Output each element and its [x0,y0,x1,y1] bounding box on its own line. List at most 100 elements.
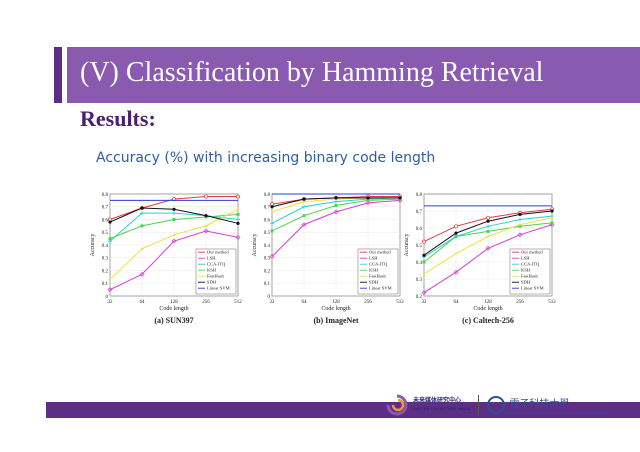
legend-label: FastHash [521,274,538,279]
data-point [140,211,144,216]
x-tick-label: 32 [422,300,428,305]
data-point [139,271,145,277]
university-name-en: University of Electronic Science and Tec… [505,410,607,415]
data-point [454,252,458,255]
university-seal-icon [487,396,506,414]
data-point [422,260,426,264]
data-point [421,290,427,296]
legend-label: Our method [369,250,391,255]
data-point [204,194,208,199]
y-tick-label: 0.8 [102,193,109,198]
legend-label: FastHash [207,274,224,279]
title-bar [67,47,640,103]
legend-box [509,248,551,295]
data-point [422,239,426,244]
logo-divider [478,395,480,415]
data-point [334,199,338,204]
x-tick-label: 64 [302,300,308,305]
y-tick-label: 0.5 [264,231,271,236]
y-tick-label: 0.4 [102,244,109,249]
data-point [270,205,274,209]
y-tick-label: 0.2 [102,269,109,274]
y-tick-label: 0.6 [416,227,423,232]
data-point [236,221,240,225]
data-point [236,194,240,199]
data-point [422,272,426,275]
y-tick-label: 0.5 [416,244,423,249]
y-axis-label: Accuracy [404,234,410,257]
x-tick-label: 64 [140,300,146,305]
chart-imagenet: 0 0.1 0.2 0.3 0.4 0.5 0.6 0.7 0.8 32 64 128 256 512 Co… [250,186,410,336]
data-point [270,221,274,226]
data-point [518,212,522,216]
legend-label: Our method [521,250,543,255]
data-point [366,196,370,200]
university-name-cn: 電子科技大學 [509,399,570,410]
y-axis-label: Accuracy [252,234,258,257]
y-tick-label: 0.6 [102,218,109,223]
chart-sun397-svg: 0 0.1 0.2 0.3 0.4 0.5 0.6 0.7 0.8 32 64 128 256 512 Co… [90,193,242,325]
data-point [140,206,144,210]
data-point [302,204,306,209]
x-tick-label: 128 [332,300,340,305]
y-tick-label: 0.8 [416,193,423,198]
footer-logos: 未来媒体研究中心 CENTER FOR FUTURE MEDIA 電子科技大學 … [384,392,606,418]
chart-caption: (a) SUN397 [154,316,193,325]
y-tick-label: 0.1 [264,282,271,287]
series-line-lsh [423,224,553,294]
data-point [518,224,522,228]
chart-imagenet-svg: 0 0.1 0.2 0.3 0.4 0.5 0.6 0.7 0.8 32 64 128 256 512 Co… [252,193,404,325]
legend-label: SDH [207,280,217,285]
data-point [454,224,458,229]
legend-box [357,248,399,295]
data-point [485,245,491,251]
future-media-logo-icon [386,394,408,416]
y-tick-label: 0.7 [264,206,271,211]
results-heading: Results: [80,106,156,131]
data-point [301,222,307,228]
chart-caption: (c) Caltech-256 [462,316,514,325]
x-tick-label: 64 [454,300,460,305]
data-point [302,197,306,201]
y-tick-label: 0.4 [264,244,271,249]
series-line-lsh [109,230,239,291]
x-tick-label: 32 [270,300,276,305]
legend-label: KSH [521,268,531,273]
lab-name-en: CENTER FOR FUTURE MEDIA [413,406,471,411]
data-point [486,229,490,233]
data-point [486,219,490,223]
y-tick-label: 0 [268,295,271,300]
chart-caltech256: 0.2 0.3 0.4 0.5 0.6 0.7 0.8 32 64 128 256 512 Code l… [402,186,562,336]
x-tick-label: 256 [364,300,372,305]
data-point [269,253,275,259]
chart-sun397: 0 0.1 0.2 0.3 0.4 0.5 0.6 0.7 0.8 32 64 128 256 512 Co… [88,186,248,336]
y-tick-label: 0.3 [264,257,271,262]
y-tick-label: 0.8 [264,193,271,198]
title-accent-bar [54,47,62,103]
y-axis-label: Accuracy [90,234,96,257]
chart-subtitle: Accuracy (%) with increasing binary code… [96,150,436,166]
x-tick-label: 512 [396,300,404,305]
data-point [486,235,490,238]
data-point [398,196,402,200]
data-point [517,232,523,238]
legend-label: Linear SVM [369,286,392,291]
legend-label: LSH [207,256,216,261]
x-axis-label: Code length [473,306,502,312]
data-point [365,200,371,206]
x-tick-label: 256 [202,300,210,305]
data-point [334,196,338,200]
data-point [236,212,240,216]
x-tick-label: 256 [516,300,524,305]
legend-label: SDH [521,280,531,285]
data-point [550,216,554,219]
data-point [236,208,240,211]
data-point [334,203,338,207]
data-point [302,214,306,218]
slide-title: (V) Classification by Hamming Retrieval [80,57,544,88]
data-point [454,235,458,238]
data-point [107,287,113,293]
data-point [108,278,112,281]
y-tick-label: 0.5 [102,231,109,236]
data-point [171,238,177,244]
